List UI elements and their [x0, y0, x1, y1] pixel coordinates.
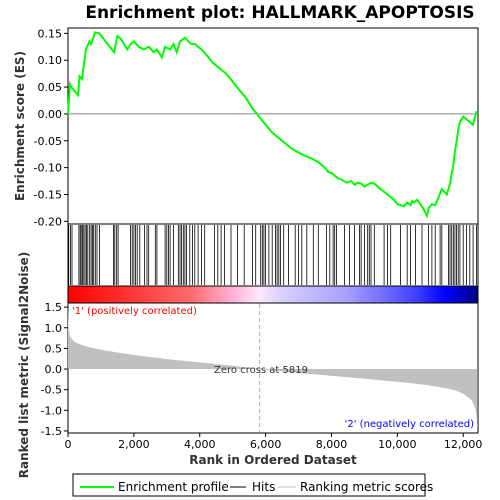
ranking-metric-area: [68, 305, 478, 428]
hits-panel: [67, 223, 479, 287]
metric-x-axis-label: Rank in Ordered Dataset: [189, 453, 357, 467]
zero-cross-label: Zero cross at 5819: [214, 365, 308, 376]
es-y-tick-label: -0.05: [34, 135, 62, 148]
metric-x-tick-label: 2,000: [118, 438, 150, 451]
metric-x-tick-label: 10,000: [378, 438, 417, 451]
metric-panel: 1.5 1.0 0.5 0.0 -0.5 -1.0 -1.5 0 2,000 4,000 6,00…: [17, 252, 482, 479]
es-y-tick-label: 0.00: [38, 108, 63, 121]
metric-x-tick-label: 12,000: [444, 438, 483, 451]
metric-y-tick-label: 1.0: [45, 322, 63, 335]
metric-x-tick-label: 0: [65, 438, 72, 451]
es-y-tick-label: -0.15: [34, 188, 62, 201]
es-y-axis: 0.15 0.10 0.05 0.00 -0.05 -0.10 -0.15 -0.20: [34, 27, 68, 228]
hit-lines: [68, 225, 477, 285]
metric-y-tick-label: 1.5: [45, 301, 63, 314]
metric-y-tick-label: -0.5: [41, 384, 62, 397]
heatmap-gradient: [68, 286, 478, 303]
enrichment-profile-line: [67, 31, 478, 219]
hits-panel-frame: [67, 223, 479, 287]
negative-correlation-label: '2' (negatively correlated): [345, 419, 474, 430]
metric-x-tick-label: 8,000: [316, 438, 348, 451]
es-panel: 0.15 0.10 0.05 0.00 -0.05 -0.10 -0.15 -0.20 Enr…: [13, 27, 479, 228]
rank-heatmap-bar: [67, 285, 479, 304]
chart-title: Enrichment plot: HALLMARK_APOPTOSIS: [85, 3, 474, 23]
metric-y-tick-label: -1.0: [41, 404, 62, 417]
legend-label-hits: Hits: [252, 480, 275, 494]
legend-label-enrichment-profile: Enrichment profile: [118, 480, 229, 494]
legend-box: [72, 473, 426, 497]
metric-y-tick-label: -1.5: [41, 425, 62, 438]
positive-correlation-label: '1' (positively correlated): [72, 306, 197, 317]
legend-label-ranking-metric: Ranking metric scores: [300, 480, 433, 494]
es-y-tick-label: 0.10: [38, 54, 63, 67]
es-y-tick-label: -0.10: [34, 162, 62, 175]
metric-y-tick-label: 0.0: [45, 363, 63, 376]
es-panel-frame: [67, 27, 479, 225]
metric-x-tick-label: 4,000: [184, 438, 216, 451]
es-y-tick-label: 0.05: [38, 81, 63, 94]
metric-y-tick-label: 0.5: [45, 342, 63, 355]
metric-x-axis: 0 2,000 4,000 6,000 8,000 10,000 12,000: [65, 433, 483, 451]
es-y-tick-label: -0.20: [34, 215, 62, 228]
metric-x-tick-label: 6,000: [250, 438, 282, 451]
es-y-tick-label: 0.15: [38, 27, 63, 40]
es-y-axis-label: Enrichment score (ES): [13, 51, 27, 201]
metric-y-axis-label: Ranked list metric (Signal2Noise): [17, 252, 31, 479]
legend: Enrichment profile Hits Ranking metric s…: [72, 473, 433, 497]
metric-y-axis: 1.5 1.0 0.5 0.0 -0.5 -1.0 -1.5: [41, 301, 68, 438]
